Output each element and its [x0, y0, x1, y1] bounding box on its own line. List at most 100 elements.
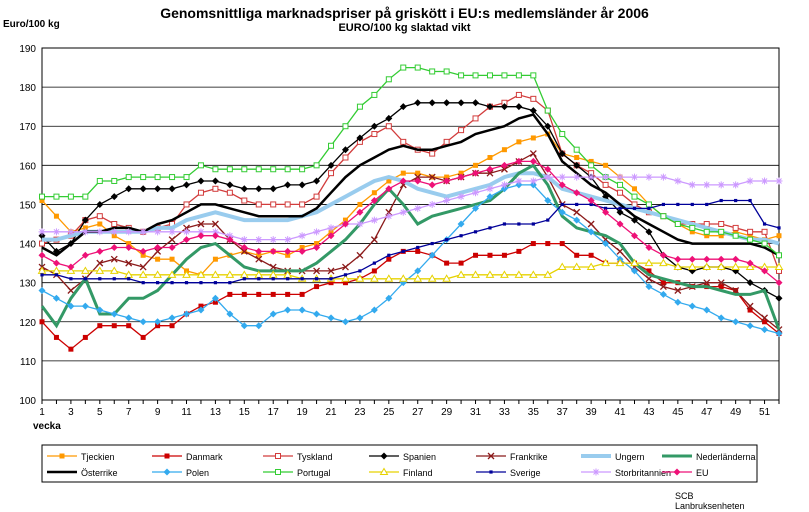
- legend-item: Danmark: [152, 452, 223, 462]
- data-point: [762, 222, 767, 226]
- data-point: [703, 228, 710, 235]
- data-point: [615, 258, 625, 267]
- y-tick-label: 150: [19, 200, 36, 211]
- legend-marker: [487, 452, 495, 460]
- x-tick-label: 21: [325, 407, 337, 418]
- data-point: [762, 319, 768, 325]
- legend-label: Ungern: [615, 452, 645, 462]
- data-point: [515, 103, 523, 111]
- data-point: [370, 236, 378, 244]
- data-point: [659, 290, 667, 298]
- x-tick-label: 19: [297, 407, 309, 418]
- legend-label: Finland: [403, 468, 433, 478]
- data-point: [630, 173, 638, 181]
- data-point: [356, 134, 364, 142]
- data-point: [183, 236, 191, 244]
- data-point: [572, 262, 582, 271]
- data-point: [486, 165, 494, 173]
- legend: Tjeckien Danmark Tyskland Spanien Frankrike U…: [41, 444, 758, 483]
- data-point: [39, 198, 45, 204]
- data-point: [588, 252, 594, 258]
- data-point: [703, 181, 711, 189]
- data-point: [285, 252, 291, 258]
- data-point: [286, 277, 290, 281]
- data-point: [545, 241, 551, 247]
- x-tick-label: 43: [643, 407, 655, 418]
- data-point: [111, 221, 118, 227]
- legend-marker: [673, 468, 681, 476]
- data-point: [777, 226, 781, 230]
- data-point: [761, 314, 769, 322]
- series-13: [38, 157, 783, 287]
- x-tick-label: 27: [412, 407, 424, 418]
- legend-marker: [380, 452, 388, 460]
- data-point: [140, 252, 146, 258]
- data-point: [385, 114, 393, 122]
- data-point: [500, 103, 508, 111]
- data-point: [255, 201, 262, 208]
- data-point: [110, 193, 118, 201]
- y-tick-label: 170: [19, 122, 36, 133]
- data-point: [473, 230, 478, 234]
- legend-marker: [489, 470, 493, 474]
- data-point: [327, 232, 335, 240]
- data-point: [225, 270, 235, 278]
- data-point: [328, 142, 335, 149]
- legend-marker: [379, 467, 389, 475]
- series-line: [42, 176, 779, 241]
- data-point: [38, 251, 46, 259]
- data-point: [313, 267, 321, 275]
- data-point: [299, 201, 306, 208]
- series-line: [42, 199, 780, 284]
- x-tick-label: 17: [268, 407, 280, 418]
- data-point: [298, 181, 306, 189]
- data-point: [226, 189, 233, 196]
- data-point: [212, 185, 219, 192]
- data-point: [384, 274, 394, 282]
- data-point: [690, 202, 694, 207]
- data-point: [414, 173, 422, 181]
- data-point: [69, 277, 73, 281]
- series-line: [42, 171, 780, 246]
- data-point: [284, 306, 292, 314]
- data-point: [110, 310, 118, 318]
- data-point: [659, 173, 667, 181]
- data-point: [573, 189, 581, 197]
- data-point: [327, 314, 335, 322]
- data-point: [125, 228, 133, 236]
- data-point: [443, 68, 450, 75]
- data-point: [211, 228, 219, 236]
- data-point: [400, 138, 407, 145]
- data-point: [558, 150, 566, 158]
- data-point: [327, 161, 335, 169]
- data-point: [170, 281, 174, 285]
- data-point: [530, 95, 537, 102]
- data-point: [587, 173, 595, 181]
- data-point: [199, 281, 203, 285]
- data-point: [81, 302, 89, 310]
- data-point: [429, 150, 436, 157]
- data-point: [358, 269, 362, 273]
- data-point: [574, 252, 580, 258]
- series-line: [41, 102, 780, 299]
- data-point: [138, 270, 148, 278]
- data-point: [371, 268, 377, 274]
- data-point: [372, 261, 376, 265]
- data-point: [472, 99, 480, 107]
- data-point: [399, 177, 407, 185]
- x-tick-label: 47: [701, 407, 713, 418]
- data-point: [688, 255, 696, 263]
- data-point: [227, 291, 233, 297]
- data-point: [240, 236, 248, 244]
- data-point: [689, 229, 695, 235]
- data-point: [39, 319, 45, 325]
- data-point: [370, 122, 378, 130]
- legend-label: Spanien: [403, 452, 436, 462]
- data-point: [387, 253, 391, 257]
- data-point: [241, 166, 248, 173]
- legend-label: Nederländerna: [696, 452, 756, 462]
- source-line: Lanbruksenheten: [675, 501, 745, 511]
- data-point: [414, 64, 421, 71]
- data-point: [329, 277, 333, 281]
- data-point: [645, 201, 652, 208]
